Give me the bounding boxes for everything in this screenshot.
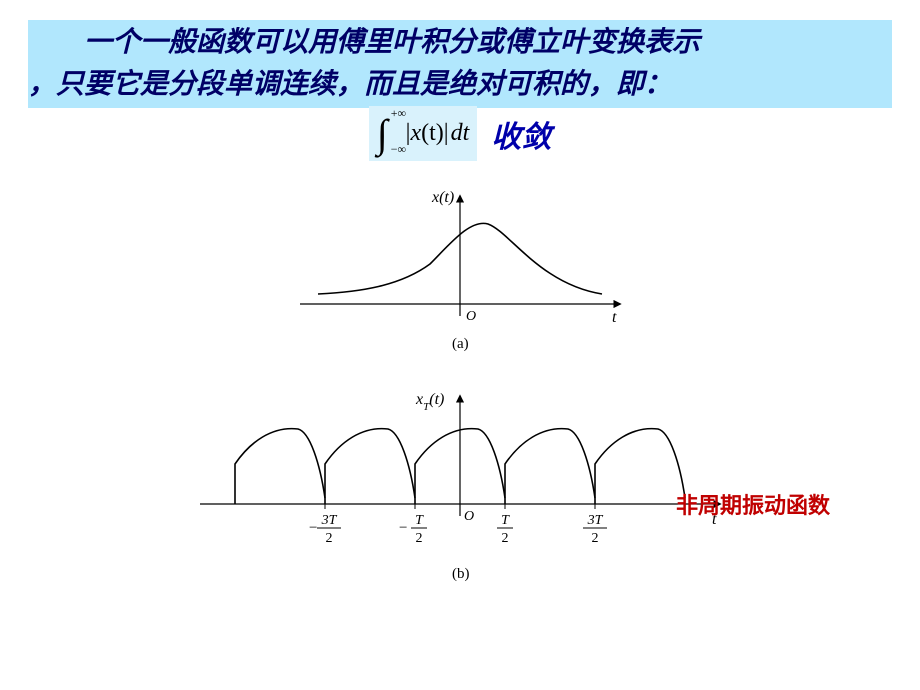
svg-text:3T: 3T xyxy=(321,513,338,528)
svg-text:T: T xyxy=(501,513,510,528)
header-line-1: 一个一般函数可以用傅里叶积分或傅立叶变换表示 xyxy=(28,27,700,58)
integrand-fn: x xyxy=(410,120,421,147)
dvar: dt xyxy=(451,120,470,147)
integral-expression: ∫ +∞ −∞ | x (t) | dt xyxy=(369,106,478,161)
y-label: x(t) xyxy=(431,189,454,206)
svg-text:T: T xyxy=(415,513,424,528)
converge-label: 收敛 xyxy=(491,112,551,156)
header-text: 一个一般函数可以用傅里叶积分或傅立叶变换表示 ，只要它是分段单调连续，而且是绝对… xyxy=(28,20,892,108)
svg-text:2: 2 xyxy=(592,531,599,546)
svg-text:−: − xyxy=(399,520,407,536)
sub-label-a: (a) xyxy=(452,336,469,352)
x-label: t xyxy=(612,309,617,326)
origin-label-b: O xyxy=(464,509,474,524)
lower-limit: −∞ xyxy=(391,142,406,157)
svg-text:2: 2 xyxy=(502,531,509,546)
x-ticks: 3T−2T−2T23T2 xyxy=(309,504,607,546)
sub-label-b: (b) xyxy=(452,566,470,582)
origin-label: O xyxy=(466,309,476,324)
y-label-b: xT(t) xyxy=(415,391,444,413)
integrand-arg: (t) xyxy=(421,120,444,147)
upper-limit: +∞ xyxy=(391,106,406,121)
svg-text:−: − xyxy=(309,520,317,536)
svg-text:2: 2 xyxy=(416,531,423,546)
figure-b: 3T−2T−2T23T2 xT(t) t O (b) xyxy=(180,384,740,614)
svg-text:2: 2 xyxy=(326,531,333,546)
caption-text: 非周期振动函数 xyxy=(676,488,830,520)
header-line-2: ，只要它是分段单调连续，而且是绝对可积的，即： xyxy=(28,69,672,100)
integral-row: ∫ +∞ −∞ | x (t) | dt 收敛 xyxy=(0,106,920,161)
figure-a: x(t) t O (a) xyxy=(270,184,650,364)
svg-text:3T: 3T xyxy=(587,513,604,528)
abs-right: | xyxy=(444,120,449,147)
